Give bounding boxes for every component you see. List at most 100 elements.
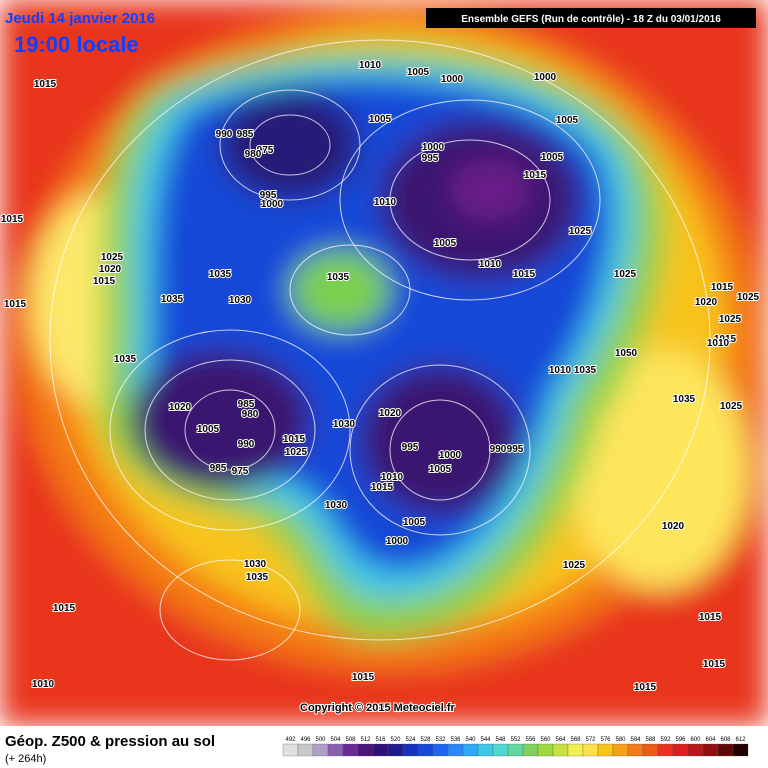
field-dark — [220, 90, 360, 200]
scale-label: 600 — [690, 737, 701, 743]
scale-cell — [447, 743, 464, 757]
isobar-label: 1010 — [374, 197, 397, 208]
scale-label: 528 — [420, 737, 431, 743]
scale-label: 572 — [585, 737, 596, 743]
field-dark — [360, 365, 520, 515]
isobar-label: 1015 — [283, 434, 306, 445]
scale-cell — [732, 743, 749, 757]
isobar-label: 1020 — [169, 402, 192, 413]
isobar-label: 1005 — [369, 114, 392, 125]
isobar-line — [249, 114, 331, 176]
isobar-label: 1015 — [513, 269, 536, 280]
scale-label: 552 — [510, 737, 521, 743]
isobar-label: 990 — [238, 439, 255, 450]
scale-label: 500 — [315, 737, 326, 743]
scale-cell — [492, 743, 509, 757]
isobar-label: 1030 — [229, 295, 252, 306]
isobar-label: 995 — [402, 442, 419, 453]
isobar-label: 1035 — [574, 365, 597, 376]
scale-cell — [522, 743, 539, 757]
isobar-label: 1015 — [371, 482, 394, 493]
isobar-label: 1015 — [34, 79, 57, 90]
scale-label: 532 — [435, 737, 446, 743]
scale-label: 540 — [465, 737, 476, 743]
copyright: Copyright © 2015 Meteociel.fr — [300, 702, 456, 714]
isobar-label: 985 — [237, 129, 254, 140]
isobar-label: 1035 — [673, 394, 696, 405]
scale-label: 596 — [675, 737, 686, 743]
scale-label: 568 — [570, 737, 581, 743]
scale-cell — [402, 743, 419, 757]
isobar-label: 1015 — [699, 612, 722, 623]
isobar-label: 1025 — [720, 401, 743, 412]
isobar-label: 1025 — [737, 292, 760, 303]
field-purple — [450, 160, 530, 220]
isobar-label: 1005 — [434, 238, 457, 249]
isobar-line — [49, 39, 711, 641]
isobar-line — [339, 99, 601, 301]
isobar-label: 1005 — [197, 424, 220, 435]
isobar-label: 1015 — [4, 299, 27, 310]
isobar-label: 1015 — [352, 672, 375, 683]
footer-title: Géop. Z500 & pression au sol — [5, 733, 215, 750]
scale-label: 524 — [405, 737, 416, 743]
isobar-label: 1005 — [429, 464, 452, 475]
isobar-line — [159, 559, 301, 661]
isobar-label: 1010 — [549, 365, 572, 376]
isobar-label: 990 — [490, 444, 507, 455]
isobar-label: 1030 — [333, 419, 356, 430]
scale-label: 584 — [630, 737, 641, 743]
isobar-label: 995 — [507, 444, 524, 455]
isobar-line — [389, 139, 551, 261]
field-green-center — [290, 250, 390, 330]
scale-label: 496 — [300, 737, 311, 743]
isobar-label: 1020 — [662, 521, 685, 532]
isobar-label: 1000 — [441, 74, 464, 85]
scale-cell — [597, 743, 614, 757]
isobar-label: 1035 — [246, 572, 269, 583]
isobar-label: 1035 — [209, 269, 232, 280]
isobar-label: 1015 — [1, 214, 24, 225]
scale-label: 556 — [525, 737, 536, 743]
isobar-label: 985 — [238, 399, 255, 410]
isobar-line — [144, 359, 316, 501]
isobar-line — [289, 244, 411, 336]
isobar-label: 975 — [232, 466, 249, 477]
scale-cell — [642, 743, 659, 757]
scale-label: 604 — [705, 737, 716, 743]
isobar-label: 1030 — [244, 559, 267, 570]
isobar-label: 1015 — [53, 603, 76, 614]
time-title: 19:00 locale — [14, 32, 139, 57]
scale-cell — [327, 743, 344, 757]
isobar-line — [349, 364, 531, 536]
scale-label: 560 — [540, 737, 551, 743]
scale-cell — [342, 743, 359, 757]
isobar-label: 1025 — [101, 252, 124, 263]
field-yellow — [570, 350, 750, 590]
scale-label: 508 — [345, 737, 356, 743]
scale-label: 612 — [735, 737, 746, 743]
run-box — [426, 8, 756, 28]
isobar-label: 1015 — [634, 682, 657, 693]
footer-subtitle: (+ 264h) — [5, 753, 46, 765]
scale-label: 536 — [450, 737, 461, 743]
isobar-label: 1025 — [569, 226, 592, 237]
isobar-label: 990 — [216, 129, 233, 140]
isobar-label: 1015 — [93, 276, 116, 287]
scale-cell — [612, 743, 629, 757]
scale-label: 492 — [285, 737, 296, 743]
scale-label: 592 — [660, 737, 671, 743]
scale-cell — [372, 743, 389, 757]
isobar-label: 995 — [260, 190, 277, 201]
scale-cell — [537, 743, 554, 757]
run-info: Ensemble GEFS (Run de contrôle) - 18 Z d… — [461, 14, 721, 25]
scale-label: 576 — [600, 737, 611, 743]
scale-cell — [582, 743, 599, 757]
isobar-label: 1050 — [615, 348, 638, 359]
scale-cell — [717, 743, 734, 757]
color-scale: 492 496 500 504 508 512 516 520 524 528 532 536 540 5… — [282, 737, 749, 757]
scale-label: 520 — [390, 737, 401, 743]
scale-cell — [702, 743, 719, 757]
